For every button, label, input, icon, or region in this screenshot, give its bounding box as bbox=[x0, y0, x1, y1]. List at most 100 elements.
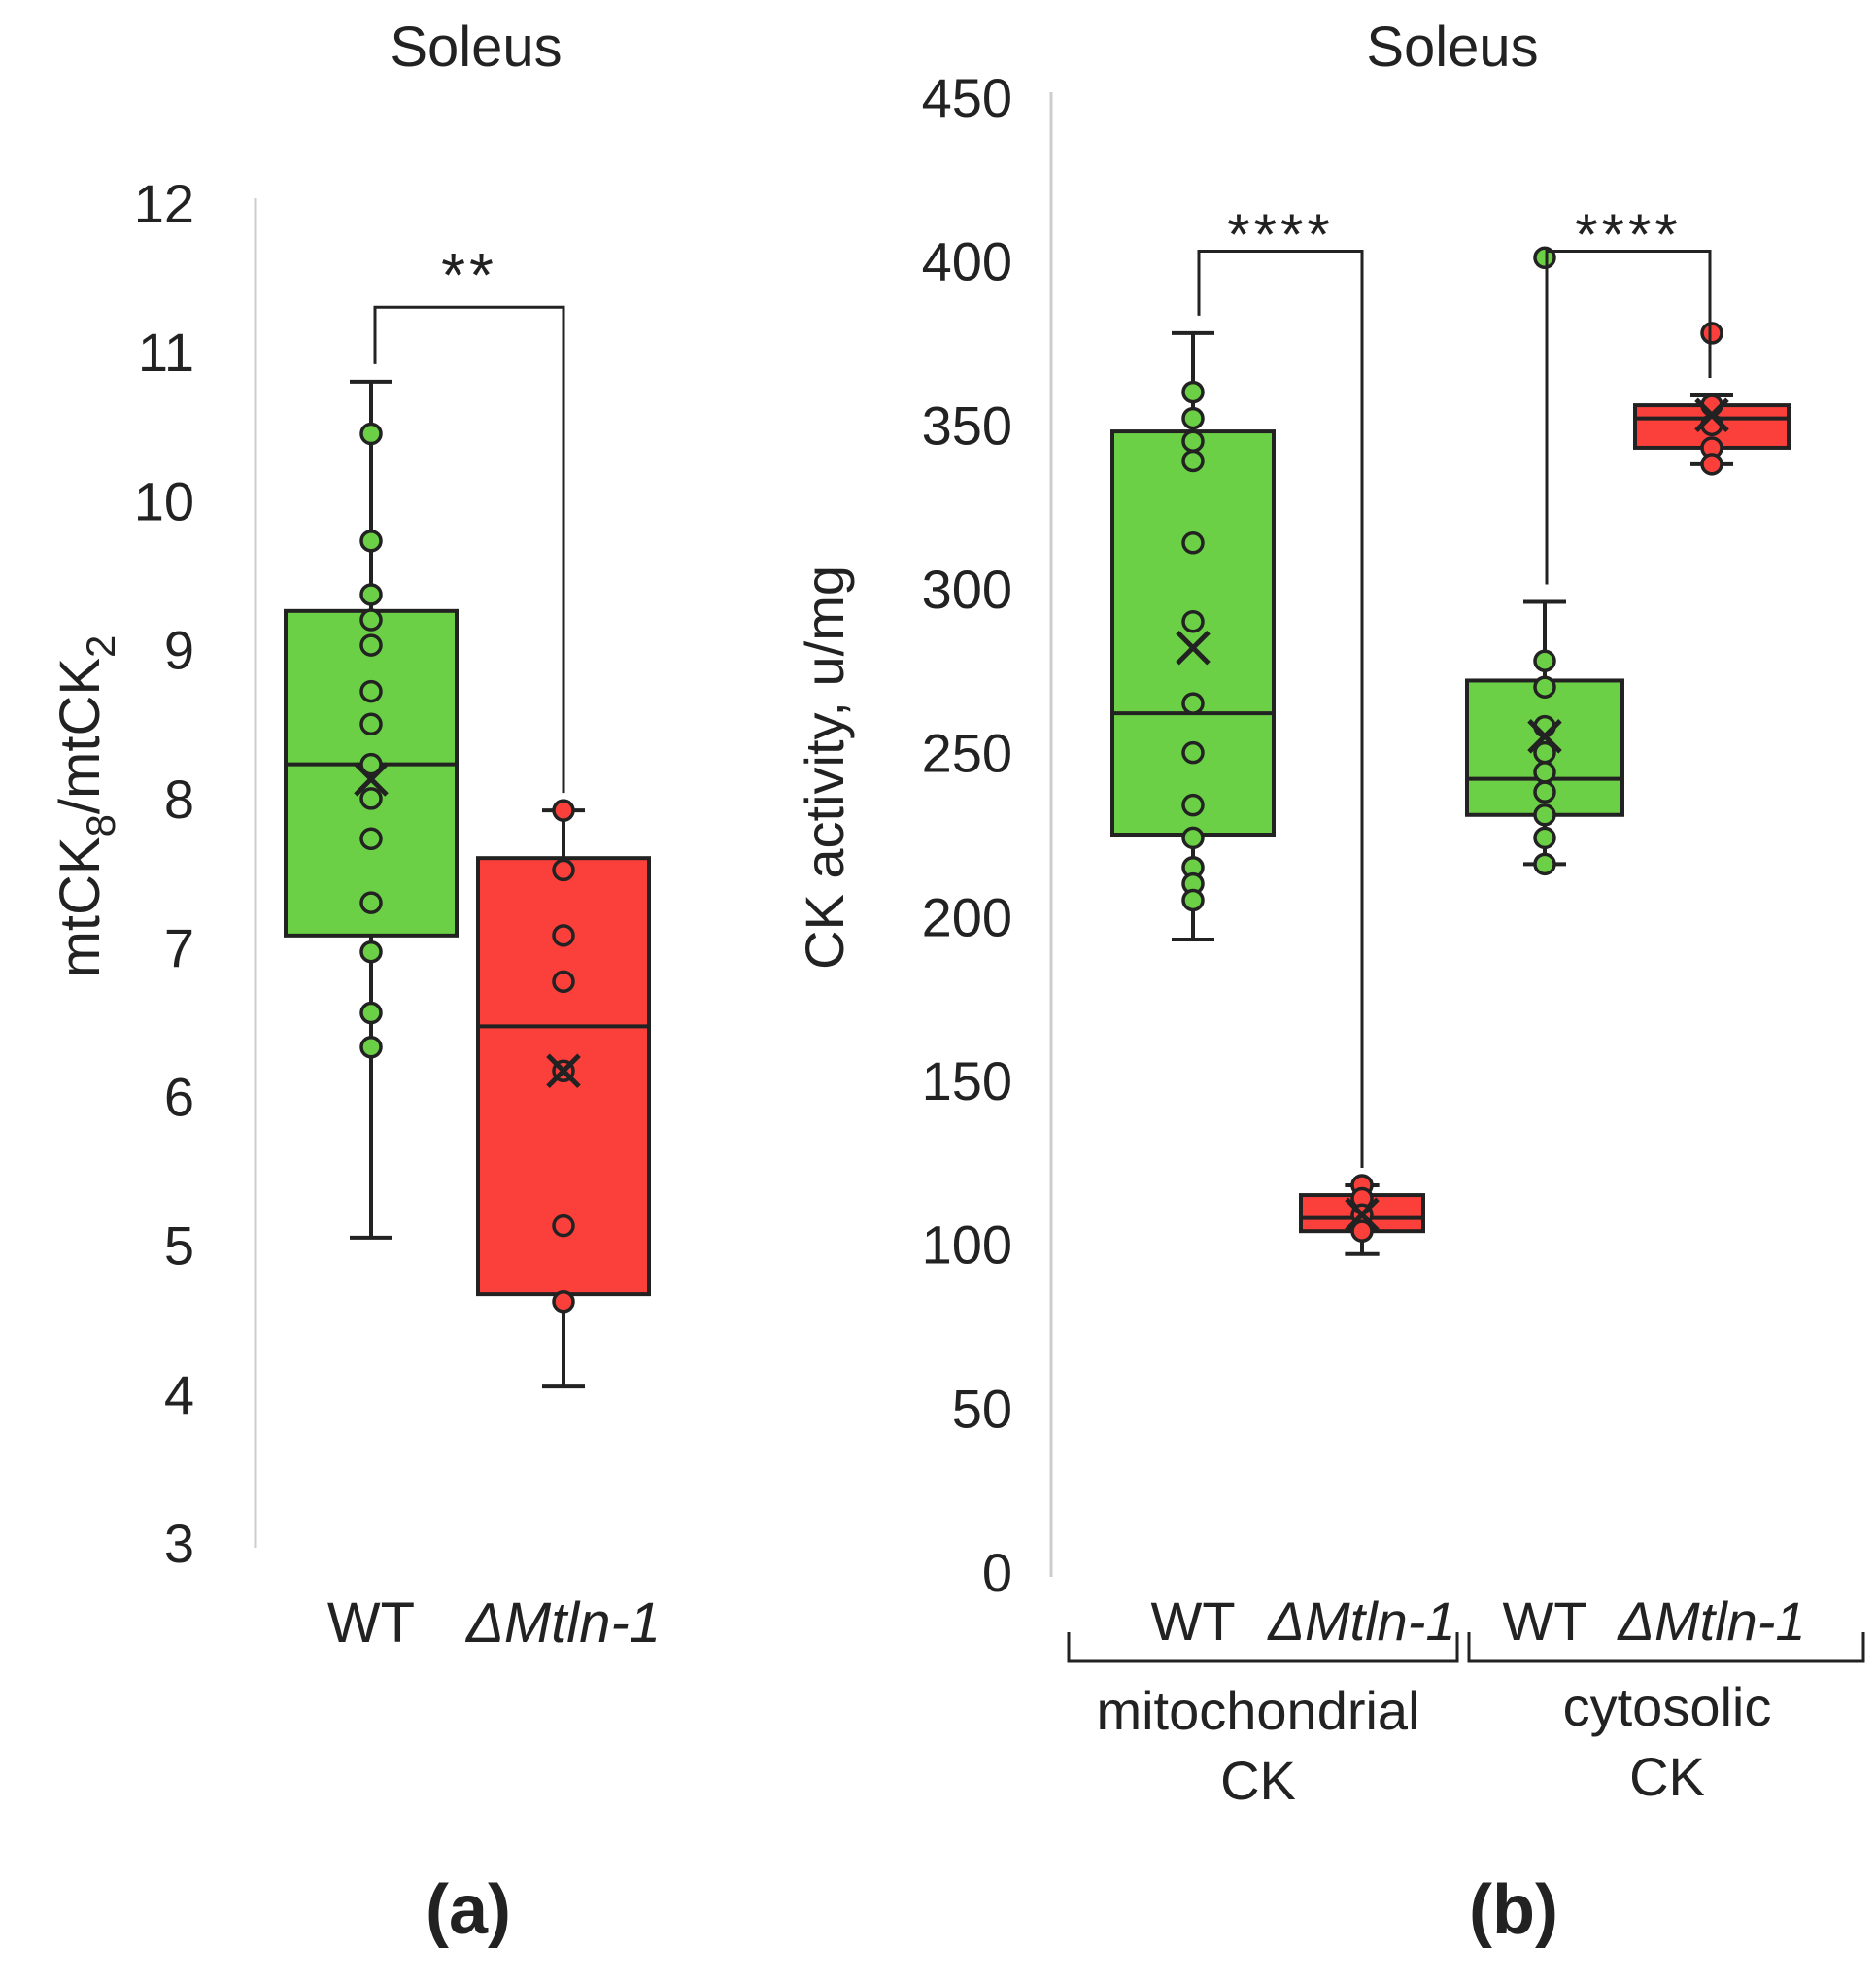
mean-marker bbox=[354, 762, 389, 797]
panel-a-plot: 3 4 5 6 7 8 9 10 11 12 WT ΔMtln-1 ** bbox=[134, 173, 661, 1655]
data-point bbox=[359, 679, 383, 703]
data-point bbox=[552, 799, 575, 822]
data-point bbox=[359, 608, 383, 632]
group-label-cyto-line1: cytosolic bbox=[1563, 1676, 1772, 1737]
mean-marker bbox=[1176, 630, 1211, 666]
group-label-mito-line1: mitochondrial bbox=[1096, 1680, 1419, 1741]
mean-marker bbox=[1527, 719, 1562, 754]
panel-b-category-label: ΔMtln-1 bbox=[1616, 1590, 1805, 1652]
mean-marker bbox=[1694, 397, 1729, 432]
data-point bbox=[1533, 780, 1556, 803]
data-point bbox=[359, 633, 383, 657]
panel-a-significance-label: ** bbox=[441, 240, 497, 310]
data-point bbox=[1533, 761, 1556, 784]
mean-marker bbox=[546, 1053, 581, 1089]
panel-a-ylabel: mtCK8/mtCK2 bbox=[49, 635, 123, 978]
panel-b-ytick-label: 200 bbox=[922, 886, 1012, 947]
panel-a-category-label: ΔMtln-1 bbox=[464, 1591, 661, 1655]
data-point bbox=[1181, 793, 1205, 817]
panel-b-box-3 bbox=[1633, 322, 1791, 476]
panel-b-box-0 bbox=[1110, 330, 1276, 941]
data-point bbox=[1700, 322, 1723, 345]
panel-b-ytick-label: 150 bbox=[922, 1050, 1012, 1111]
panel-a-ytick-label: 7 bbox=[164, 917, 194, 978]
panel-a-ylabel-mid: /mtCK bbox=[49, 658, 112, 814]
data-point bbox=[359, 422, 383, 446]
data-point bbox=[1181, 826, 1205, 850]
panel-b-label: (b) bbox=[1469, 1871, 1558, 1949]
data-point bbox=[359, 1036, 383, 1059]
panel-a-ylabel-sub2: 2 bbox=[78, 635, 123, 658]
group-bracket-cyto bbox=[1467, 1632, 1865, 1663]
panel-a-ytick-label: 12 bbox=[134, 173, 194, 234]
panel-b-box-2 bbox=[1465, 246, 1624, 876]
panel-a-ytick-label: 11 bbox=[138, 322, 194, 383]
panel-b: Soleus CK activity, u/mg mitochondrial C… bbox=[794, 16, 1865, 1949]
data-point bbox=[552, 1290, 575, 1314]
panel-a-category-label: WT bbox=[327, 1591, 415, 1655]
data-point bbox=[1533, 852, 1556, 876]
data-point bbox=[1533, 246, 1556, 270]
data-point bbox=[1181, 449, 1205, 473]
group-label-cyto-line2: CK bbox=[1629, 1746, 1705, 1807]
data-point bbox=[552, 924, 575, 947]
panel-a-box-0 bbox=[284, 379, 459, 1240]
group-label-mito-line2: CK bbox=[1220, 1750, 1296, 1811]
panel-b-ytick-label: 450 bbox=[922, 67, 1012, 128]
data-point bbox=[1181, 406, 1205, 430]
panel-a-ytick-label: 10 bbox=[134, 470, 194, 531]
group-bracket-mito bbox=[1067, 1632, 1459, 1663]
panel-b-title: Soleus bbox=[1366, 16, 1538, 79]
panel-a-ytick-label: 6 bbox=[164, 1066, 194, 1127]
panel-a-box-1 bbox=[476, 799, 651, 1389]
panel-a-ytick-label: 3 bbox=[164, 1513, 194, 1574]
panel-b-box-1 bbox=[1299, 1174, 1425, 1256]
panel-b-significance-bracket bbox=[1545, 250, 1712, 585]
panel-b-category-label: WT bbox=[1150, 1590, 1235, 1652]
panel-b-ytick-label: 250 bbox=[922, 723, 1012, 784]
mean-marker bbox=[1345, 1197, 1380, 1233]
data-point bbox=[359, 787, 383, 810]
data-point bbox=[1181, 740, 1205, 765]
data-point bbox=[359, 712, 383, 736]
data-point bbox=[1533, 803, 1556, 827]
panel-a-significance-bracket bbox=[373, 305, 565, 794]
panel-b-significance-label: **** bbox=[1575, 202, 1681, 267]
panel-a-ytick-label: 8 bbox=[164, 769, 194, 830]
box-iqr bbox=[1110, 429, 1276, 837]
panel-b-ytick-label: 300 bbox=[922, 559, 1012, 620]
data-point bbox=[359, 530, 383, 553]
data-point bbox=[1181, 380, 1205, 404]
panel-a-label: (a) bbox=[426, 1871, 511, 1949]
data-point bbox=[1181, 429, 1205, 453]
data-point bbox=[1533, 675, 1556, 699]
panel-b-category-label: ΔMtln-1 bbox=[1266, 1590, 1455, 1652]
panel-b-ytick-label: 100 bbox=[922, 1214, 1012, 1276]
data-point bbox=[359, 827, 383, 851]
data-point bbox=[359, 752, 383, 776]
data-point bbox=[359, 1001, 383, 1025]
data-point bbox=[1181, 531, 1205, 555]
panel-b-significance-bracket bbox=[1197, 250, 1364, 1168]
panel-a-ylabel-main: mtCK bbox=[49, 837, 112, 977]
data-point bbox=[1533, 826, 1556, 850]
panel-b-category-label: WT bbox=[1502, 1590, 1586, 1652]
panel-a-title: Soleus bbox=[390, 16, 562, 79]
panel-a-ytick-label: 4 bbox=[164, 1364, 194, 1425]
data-point bbox=[1181, 609, 1205, 633]
data-point bbox=[552, 1213, 575, 1238]
panel-b-ylabel: CK activity, u/mg bbox=[794, 565, 855, 970]
panel-a-ytick-label: 5 bbox=[164, 1215, 194, 1277]
data-point bbox=[552, 970, 575, 994]
data-point bbox=[1181, 692, 1205, 715]
data-point bbox=[1533, 649, 1556, 672]
panel-a-ylabel-sub1: 8 bbox=[78, 814, 123, 837]
data-point bbox=[1181, 888, 1205, 912]
data-point bbox=[552, 858, 575, 882]
panel-b-ytick-label: 350 bbox=[922, 394, 1012, 456]
panel-b-significance-label: **** bbox=[1227, 202, 1333, 267]
panel-b-ytick-label: 50 bbox=[952, 1378, 1012, 1439]
panel-b-ytick-label: 0 bbox=[982, 1542, 1012, 1603]
